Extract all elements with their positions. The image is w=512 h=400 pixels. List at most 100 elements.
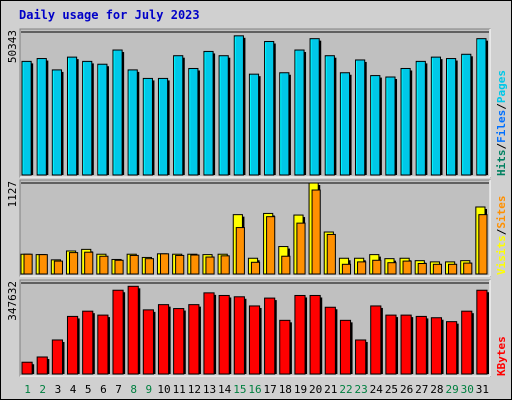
bar-pages-day-7 bbox=[112, 49, 123, 176]
bar-pages-day-8 bbox=[127, 69, 138, 176]
bar-sites-day-6 bbox=[99, 255, 109, 275]
x-tick-label: 19 bbox=[294, 383, 307, 396]
bar-pages-day-22 bbox=[339, 72, 351, 176]
legend-visits-sites: Visits/Sites bbox=[495, 196, 508, 276]
legend-visits-sites-item: Visits bbox=[495, 235, 508, 275]
bar-pages-day-9 bbox=[142, 77, 153, 176]
bar-pages-day-23 bbox=[355, 59, 366, 176]
x-tick-label: 16 bbox=[248, 383, 261, 396]
x-tick-label: 20 bbox=[309, 383, 322, 396]
bar-sites-day-19 bbox=[296, 222, 306, 275]
bar-pages-day-26 bbox=[400, 67, 411, 176]
bar-sites-day-5 bbox=[84, 251, 94, 275]
bar-sites-day-9 bbox=[144, 258, 154, 275]
x-tick-label: 27 bbox=[415, 383, 428, 396]
bar-kbytes-day-5 bbox=[82, 310, 94, 375]
panel-kbytes: 347632 bbox=[6, 279, 491, 377]
x-tick-label: 28 bbox=[430, 383, 443, 396]
panel-hits-files-pages: 50343 bbox=[6, 28, 491, 178]
bar-sites-day-7 bbox=[114, 259, 124, 275]
bar-pages-day-14 bbox=[218, 55, 229, 176]
bar-pages-day-15 bbox=[233, 35, 244, 176]
bar-pages-day-10 bbox=[157, 77, 169, 176]
y-max-label: 347632 bbox=[6, 281, 19, 321]
bar-pages-day-17 bbox=[264, 40, 275, 176]
x-tick-label: 8 bbox=[130, 383, 137, 396]
bar-kbytes-day-2 bbox=[36, 356, 48, 375]
bar-sites-day-4 bbox=[68, 252, 79, 275]
bar-kbytes-day-3 bbox=[51, 339, 63, 375]
x-tick-label: 26 bbox=[400, 383, 413, 396]
bar-kbytes-day-30 bbox=[461, 310, 473, 375]
x-tick-label: 3 bbox=[55, 383, 62, 396]
bar-kbytes-day-26 bbox=[400, 314, 412, 375]
bar-sites-day-8 bbox=[129, 254, 139, 275]
bar-sites-day-23 bbox=[357, 261, 367, 275]
bar-pages-day-12 bbox=[188, 67, 199, 176]
bar-kbytes-day-16 bbox=[248, 305, 261, 375]
bar-kbytes-day-25 bbox=[385, 314, 397, 375]
bar-pages-day-5 bbox=[82, 60, 93, 176]
bar-pages-day-21 bbox=[324, 55, 335, 176]
bar-kbytes-day-17 bbox=[264, 297, 276, 375]
legend-visits-sites-item: / bbox=[495, 228, 508, 235]
bar-sites-day-3 bbox=[53, 260, 63, 275]
legend-hits-files-pages-item: / bbox=[495, 103, 508, 110]
bar-kbytes-day-6 bbox=[97, 314, 109, 375]
bar-sites-day-25 bbox=[387, 262, 397, 275]
bar-kbytes-day-12 bbox=[188, 304, 200, 375]
x-tick-label: 10 bbox=[157, 383, 170, 396]
bar-sites-day-14 bbox=[220, 255, 230, 275]
x-tick-label: 14 bbox=[218, 383, 232, 396]
bar-kbytes-day-21 bbox=[324, 306, 336, 375]
bar-sites-day-31 bbox=[478, 214, 488, 275]
bar-pages-day-27 bbox=[415, 60, 426, 176]
x-tick-label: 2 bbox=[39, 383, 46, 396]
x-tick-label: 9 bbox=[146, 383, 153, 396]
bar-pages-day-28 bbox=[430, 56, 442, 176]
x-tick-label: 21 bbox=[324, 383, 337, 396]
bar-kbytes-day-31 bbox=[476, 289, 488, 375]
bar-sites-day-20 bbox=[311, 189, 321, 275]
bar-kbytes-day-8 bbox=[127, 285, 139, 375]
legend-kbytes: KBytes bbox=[495, 336, 508, 376]
bar-sites-day-29 bbox=[448, 263, 458, 275]
bar-pages-day-6 bbox=[97, 63, 108, 176]
chart-title: Daily usage for July 2023 bbox=[19, 8, 200, 22]
x-tick-label: 11 bbox=[173, 383, 186, 396]
x-tick-label: 22 bbox=[339, 383, 352, 396]
bar-kbytes-day-19 bbox=[294, 294, 306, 375]
bar-pages-day-11 bbox=[173, 55, 184, 176]
legend-hits-files-pages-item: Files bbox=[495, 110, 508, 143]
bar-kbytes-day-27 bbox=[415, 315, 427, 375]
bar-kbytes-day-22 bbox=[339, 319, 352, 375]
bar-kbytes-day-20 bbox=[309, 294, 321, 375]
bar-kbytes-day-13 bbox=[203, 292, 215, 375]
bar-sites-day-24 bbox=[372, 259, 382, 275]
bar-pages-day-18 bbox=[279, 72, 290, 176]
bar-sites-day-12 bbox=[190, 254, 200, 275]
bar-pages-day-30 bbox=[461, 53, 472, 176]
legend-visits-sites-item: Sites bbox=[495, 196, 508, 229]
bar-kbytes-day-24 bbox=[370, 305, 382, 375]
bar-sites-day-18 bbox=[281, 255, 291, 275]
bar-pages-day-20 bbox=[309, 38, 320, 176]
bar-kbytes-day-1 bbox=[21, 361, 33, 375]
bar-kbytes-day-29 bbox=[446, 321, 458, 375]
x-tick-label: 15 bbox=[233, 383, 246, 396]
x-tick-label: 29 bbox=[445, 383, 458, 396]
bar-pages-day-16 bbox=[248, 73, 260, 176]
bar-kbytes-day-15 bbox=[233, 296, 245, 375]
bar-kbytes-day-14 bbox=[218, 294, 230, 375]
bar-sites-day-28 bbox=[432, 263, 443, 275]
x-tick-label: 1 bbox=[24, 383, 31, 396]
bar-kbytes-day-7 bbox=[112, 289, 124, 375]
bar-kbytes-day-18 bbox=[279, 319, 291, 375]
x-tick-label: 4 bbox=[70, 383, 77, 396]
bar-sites-day-17 bbox=[266, 216, 276, 275]
bar-pages-day-13 bbox=[203, 50, 214, 176]
x-tick-label: 5 bbox=[85, 383, 92, 396]
x-tick-label: 25 bbox=[385, 383, 398, 396]
bar-pages-day-24 bbox=[370, 75, 381, 176]
